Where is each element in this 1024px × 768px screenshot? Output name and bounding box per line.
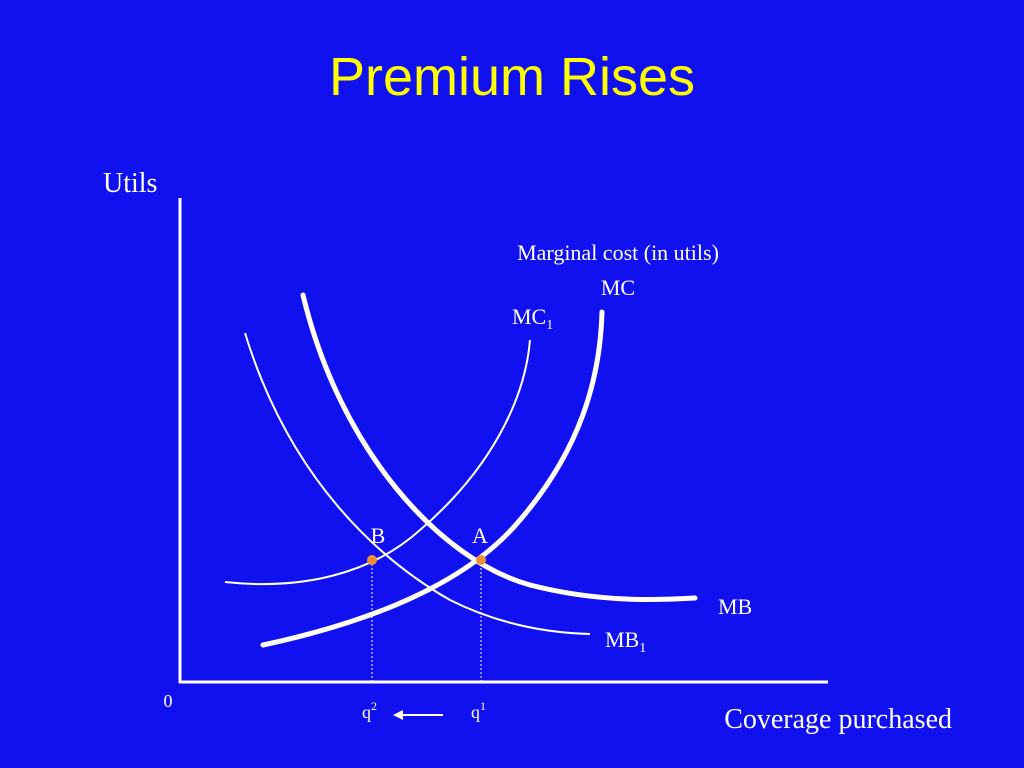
mb1-label: MB1 <box>605 627 646 656</box>
mc-label: MC <box>601 275 635 300</box>
mb-curve <box>300 292 698 602</box>
label-text: MC <box>512 304 546 329</box>
label-text: q <box>471 702 480 722</box>
superscript: 1 <box>480 699 486 713</box>
x-axis-label: Coverage purchased <box>724 704 952 735</box>
arrow-head <box>393 710 403 720</box>
label-text: q <box>362 702 371 722</box>
slide-title: Premium Rises <box>329 47 695 107</box>
mc1-label: MC1 <box>512 304 553 333</box>
superscript: 2 <box>371 699 377 713</box>
point-a <box>476 555 486 565</box>
subscript: 1 <box>546 318 553 333</box>
point-a-label: A <box>472 523 488 548</box>
label-text: MB <box>605 627 639 652</box>
q1-label: q1 <box>471 699 486 722</box>
mb1-curve <box>244 332 591 635</box>
mc1-curve <box>224 339 531 585</box>
subscript: 1 <box>639 641 646 656</box>
point-b <box>367 555 377 565</box>
point-b-label: B <box>371 523 386 548</box>
mc-caption: Marginal cost (in utils) <box>517 240 719 265</box>
mb-label: MB <box>718 594 752 619</box>
y-axis-label: Utils <box>103 168 157 199</box>
origin-label: 0 <box>164 691 173 711</box>
mc-curve <box>260 309 605 648</box>
q2-label: q2 <box>362 699 377 722</box>
